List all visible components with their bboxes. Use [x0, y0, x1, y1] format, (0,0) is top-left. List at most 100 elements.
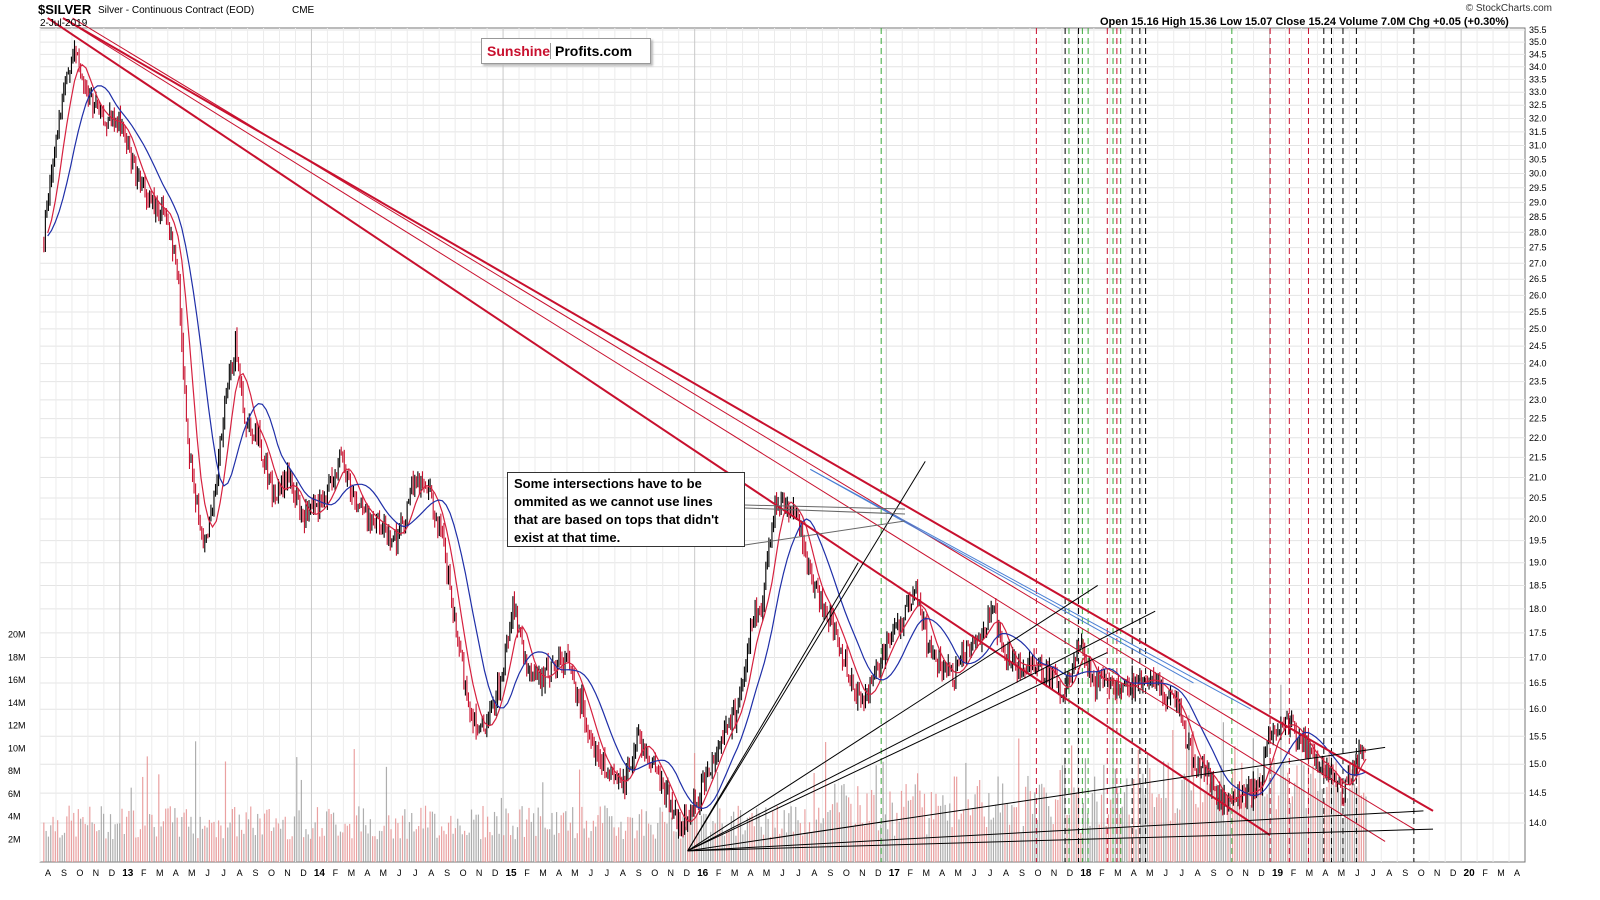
time-tick-label: J [988, 868, 993, 878]
time-tick-label: A [1131, 868, 1137, 878]
time-tick-label: M [1146, 868, 1154, 878]
volume-tick-label: 20M [8, 630, 26, 640]
time-tick-label: O [1226, 868, 1233, 878]
time-tick-label: A [1003, 868, 1009, 878]
time-tick-label: O [651, 868, 658, 878]
time-tick-label: N [1051, 868, 1058, 878]
price-tick-label: 33.5 [1529, 74, 1547, 84]
time-tick-label: A [620, 868, 626, 878]
time-tick-label: A [173, 868, 179, 878]
price-tick-label: 19.0 [1529, 558, 1547, 568]
time-tick-label: A [1322, 868, 1328, 878]
price-tick-label: 33.0 [1529, 87, 1547, 97]
price-tick-label: 26.5 [1529, 274, 1547, 284]
time-tick-label: S [1211, 868, 1217, 878]
price-tick-label: 20.5 [1529, 493, 1547, 503]
price-tick-label: 14.5 [1529, 788, 1547, 798]
volume-tick-label: 8M [8, 766, 21, 776]
time-tick-label: D [683, 868, 690, 878]
price-tick-label: 35.5 [1529, 25, 1547, 35]
time-tick-label: J [796, 868, 801, 878]
price-tick-label: 34.5 [1529, 49, 1547, 59]
time-tick-label: N [1242, 868, 1249, 878]
price-tick-label: 22.5 [1529, 414, 1547, 424]
time-tick-label: N [284, 868, 291, 878]
price-tick-label: 15.5 [1529, 731, 1547, 741]
time-tick-label: O [1034, 868, 1041, 878]
time-tick-label: J [972, 868, 977, 878]
price-tick-label: 24.0 [1529, 359, 1547, 369]
time-tick-label: S [1402, 868, 1408, 878]
time-tick-label: A [45, 868, 51, 878]
volume-tick-label: 6M [8, 789, 21, 799]
time-tick-label: 13 [122, 868, 134, 879]
moving-average-fast [47, 63, 1367, 823]
price-tick-label: 17.0 [1529, 653, 1547, 663]
price-tick-label: 18.5 [1529, 580, 1547, 590]
price-tick-label: 29.5 [1529, 183, 1547, 193]
time-tick-label: J [397, 868, 402, 878]
annotation-pointer [744, 520, 906, 546]
time-tick-label: S [827, 868, 833, 878]
price-tick-label: 29.0 [1529, 197, 1547, 207]
price-tick-label: 24.5 [1529, 341, 1547, 351]
price-tick-label: 16.0 [1529, 704, 1547, 714]
time-tick-label: J [205, 868, 210, 878]
time-tick-label: 17 [889, 868, 901, 879]
volume-tick-label: 10M [8, 743, 26, 753]
time-tick-label: S [1019, 868, 1025, 878]
instrument-description: Silver - Continuous Contract (EOD) [98, 5, 255, 16]
moving-average-slow [47, 85, 1367, 810]
sunshine-profits-logo: Sunshine Profits.com [481, 38, 651, 64]
price-tick-label: 35.0 [1529, 37, 1547, 47]
resistance-line [62, 17, 1386, 842]
ohlc-readout: Open 15.16 High 15.36 Low 15.07 Close 15… [1100, 16, 1509, 28]
annotation-pointer [744, 507, 906, 515]
time-tick-label: M [1497, 868, 1505, 878]
price-tick-label: 26.0 [1529, 290, 1547, 300]
time-tick-label: M [763, 868, 771, 878]
time-tick-label: M [539, 868, 547, 878]
time-tick-label: J [413, 868, 418, 878]
time-tick-label: N [667, 868, 674, 878]
time-tick-label: S [253, 868, 259, 878]
price-tick-label: 28.5 [1529, 212, 1547, 222]
time-tick-label: A [1386, 868, 1392, 878]
exchange-label: CME [292, 5, 315, 16]
time-tick-label: J [589, 868, 594, 878]
time-tick-label: J [1371, 868, 1376, 878]
time-tick-label: A [364, 868, 370, 878]
price-tick-label: 23.0 [1529, 395, 1547, 405]
time-tick-label: M [380, 868, 388, 878]
fan-support-line [687, 610, 1156, 852]
price-tick-label: 27.0 [1529, 258, 1547, 268]
time-tick-label: J [1163, 868, 1168, 878]
fan-support-line [687, 652, 1108, 852]
time-tick-label: S [636, 868, 642, 878]
time-tick-label: O [460, 868, 467, 878]
time-tick-label: 19 [1272, 868, 1284, 879]
price-tick-label: 31.5 [1529, 127, 1547, 137]
volume-tick-label: 18M [8, 652, 26, 662]
time-tick-label: F [1291, 868, 1297, 878]
price-tick-label: 30.5 [1529, 154, 1547, 164]
time-tick-label: F [524, 868, 530, 878]
price-tick-label: 34.0 [1529, 62, 1547, 72]
time-tick-label: D [1067, 868, 1074, 878]
time-tick-label: F [141, 868, 147, 878]
time-tick-label: M [1338, 868, 1346, 878]
time-tick-label: M [348, 868, 356, 878]
volume-tick-label: 16M [8, 675, 26, 685]
price-tick-label: 20.0 [1529, 514, 1547, 524]
price-tick-label: 18.0 [1529, 604, 1547, 614]
logo-part-1: Sunshine [487, 43, 551, 59]
price-tick-label: 23.5 [1529, 377, 1547, 387]
blue-trend-line [810, 468, 1252, 710]
time-tick-label: S [444, 868, 450, 878]
annotation-pointer [744, 504, 906, 510]
price-tick-label: 32.0 [1529, 113, 1547, 123]
price-tick-label: 22.0 [1529, 433, 1547, 443]
time-tick-label: 15 [505, 868, 517, 879]
